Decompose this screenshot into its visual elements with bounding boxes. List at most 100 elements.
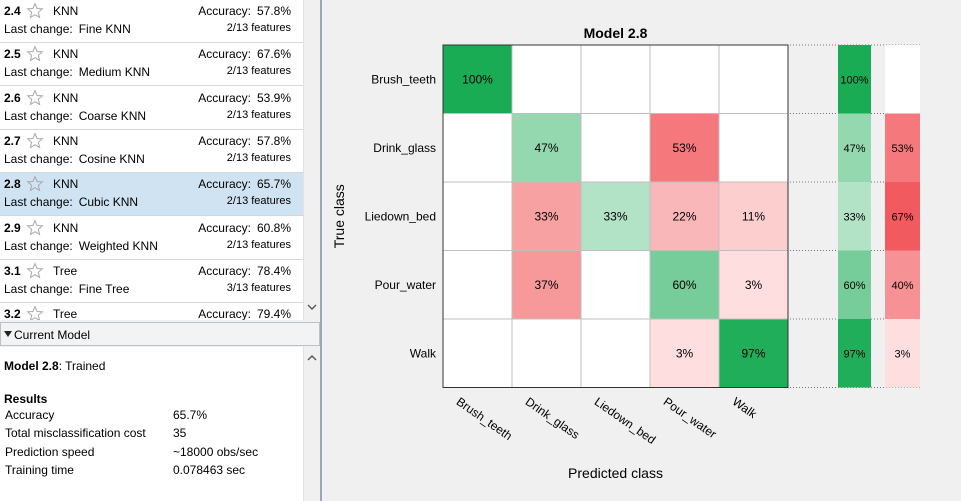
star-outline-icon[interactable]	[26, 132, 44, 150]
model-last-change: Last change: Medium KNN	[4, 65, 150, 79]
left-panel: 2.4 KNN Accuracy: 57.8% Last change: Fine KNN…	[0, 0, 322, 501]
column-tick-label: Liedown_bed	[592, 394, 659, 446]
model-features: 2/13 features	[226, 238, 291, 251]
star-outline-icon[interactable]	[26, 88, 44, 107]
model-type: KNN	[53, 47, 79, 62]
current-model-title: Model 2.8: Trained	[4, 359, 105, 373]
chevron-up-icon[interactable]	[307, 353, 317, 363]
fnr-label: 40%	[891, 280, 913, 292]
cell-label: 33%	[603, 209, 627, 223]
matrix-cell	[511, 250, 582, 320]
result-key: Total misclassification cost	[5, 426, 146, 441]
y-axis-label: True class	[331, 184, 347, 248]
model-list-item[interactable]: 2.8 KNN Accuracy: 65.7% Last change: Cubic KN…	[0, 173, 303, 217]
cell-label: 22%	[672, 209, 696, 223]
fnr-cell	[885, 319, 920, 388]
accuracy-label: Accuracy:	[198, 220, 251, 235]
tpr-cell	[838, 113, 871, 182]
model-id: 3.2	[4, 307, 21, 320]
current-model-scrollbar[interactable]	[303, 347, 319, 501]
model-accuracy: Accuracy: 67.6%	[198, 47, 291, 61]
model-type: KNN	[53, 4, 79, 18]
matrix-cell	[442, 181, 513, 251]
model-list-item[interactable]: 2.9 KNN Accuracy: 60.8% Last change: Weighted…	[0, 216, 303, 260]
star-outline-icon[interactable]	[26, 262, 44, 280]
star-outline-icon[interactable]	[26, 45, 44, 63]
accuracy-label: Accuracy:	[198, 90, 251, 105]
result-value: ~18000 obs/sec	[173, 444, 259, 459]
matrix-cell	[442, 318, 513, 388]
matrix-cell	[580, 44, 651, 114]
matrix-cell	[718, 250, 789, 320]
accuracy-label: Accuracy:	[198, 263, 251, 278]
matrix-cell	[511, 113, 582, 183]
star-outline-icon[interactable]	[26, 175, 44, 193]
matrix-cell	[649, 113, 720, 183]
model-features: 2/13 features	[226, 65, 291, 78]
model-accuracy: Accuracy: 78.4%	[198, 264, 291, 278]
model-id: 2.8	[4, 177, 21, 192]
model-list-item[interactable]: 3.1 Tree Accuracy: 78.4% Last change: Fine Tr…	[0, 259, 303, 303]
last-change-label: Last change:	[4, 238, 73, 253]
current-model-header[interactable]: Current Model	[0, 322, 320, 346]
model-accuracy: Accuracy: 79.4%	[198, 307, 291, 320]
column-tick-label: Pour_water	[661, 394, 719, 441]
cell-label: 100%	[462, 72, 493, 86]
model-list-scrollbar[interactable]	[303, 0, 319, 320]
tpr-cell	[838, 182, 871, 251]
confusion-matrix-plot: Model 2.8 100% 47% 53% 33% 33% 22% 11% 37% 60% 3% 3…	[324, 0, 961, 501]
model-list-item[interactable]: 2.4 KNN Accuracy: 57.8% Last change: Fine KNN…	[0, 0, 303, 43]
star-outline-icon[interactable]	[26, 218, 44, 237]
result-value: 0.078463 sec	[173, 462, 246, 477]
result-key: Accuracy	[5, 408, 55, 422]
last-change-label: Last change:	[4, 22, 73, 36]
column-tick-label: Walk	[730, 394, 760, 421]
model-features: 3/13 features	[226, 281, 291, 294]
model-list-item[interactable]: 2.5 KNN Accuracy: 67.6% Last change: Medium K…	[0, 43, 303, 87]
row-tick-label: Pour_water	[375, 278, 436, 292]
row-tick-label: Walk	[410, 346, 437, 360]
results-heading: Results	[4, 392, 48, 406]
accuracy-value: 65.7%	[256, 177, 291, 192]
model-list-item[interactable]: 2.6 KNN Accuracy: 53.9% Last change: Coarse K…	[0, 86, 303, 130]
model-id: 2.6	[4, 90, 21, 105]
cell-label: 37%	[534, 278, 558, 292]
model-last-change: Last change: Weighted KNN	[4, 239, 158, 253]
last-change-value: Coarse KNN	[78, 108, 147, 123]
fnr-label: 67%	[891, 211, 913, 223]
model-list-item[interactable]: 2.7 KNN Accuracy: 57.8% Last change: Cosine K…	[0, 129, 303, 173]
accuracy-value: 57.8%	[256, 133, 291, 148]
model-history-list[interactable]: 2.4 KNN Accuracy: 57.8% Last change: Fine KNN…	[0, 0, 303, 320]
result-key: Training time	[5, 462, 74, 477]
accuracy-label: Accuracy:	[198, 4, 251, 18]
accuracy-label: Accuracy:	[198, 177, 251, 192]
model-accuracy: Accuracy: 57.8%	[198, 4, 291, 18]
star-outline-icon[interactable]	[26, 2, 44, 20]
result-row: Prediction speed ~18000 obs/sec	[5, 445, 295, 463]
cell-label: 97%	[741, 346, 765, 360]
matrix-border	[442, 44, 789, 388]
matrix-cell	[580, 250, 651, 320]
cell-label: 3%	[745, 278, 763, 292]
triangle-down-icon[interactable]	[4, 331, 12, 337]
cell-label: 3%	[676, 346, 694, 360]
matrix-cell	[442, 250, 513, 320]
model-last-change: Last change: Coarse KNN	[4, 109, 146, 123]
last-change-value: Cosine KNN	[78, 151, 145, 166]
result-value: 35	[173, 426, 187, 441]
fnr-cell	[885, 45, 920, 114]
chevron-down-icon[interactable]	[307, 302, 317, 312]
result-value: 65.7%	[173, 408, 208, 422]
model-list-item[interactable]: 3.2 Tree Accuracy: 79.4%	[0, 303, 303, 320]
fnr-cell	[885, 250, 920, 319]
star-outline-icon[interactable]	[26, 305, 44, 320]
accuracy-value: 57.8%	[256, 4, 291, 18]
tpr-label: 60%	[843, 280, 865, 292]
matrix-cell	[649, 181, 720, 251]
current-model-status: : Trained	[58, 359, 106, 373]
model-last-change: Last change: Fine Tree	[4, 282, 129, 296]
fnr-cell	[885, 182, 920, 251]
matrix-cell	[649, 318, 720, 388]
cell-label: 53%	[672, 141, 696, 155]
